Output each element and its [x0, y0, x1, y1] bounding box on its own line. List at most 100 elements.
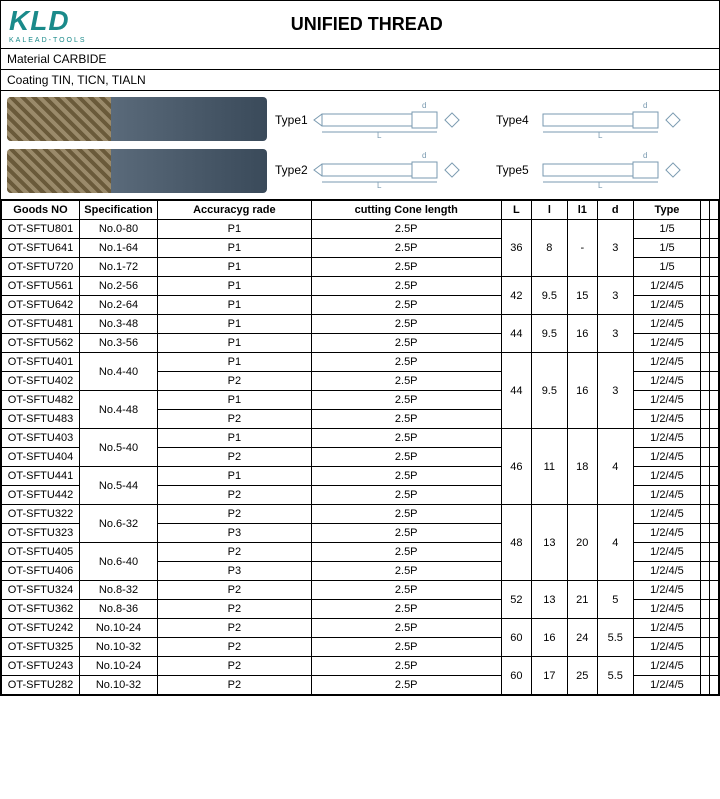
cell-cone: 2.5P — [311, 486, 501, 505]
cell-d: 5.5 — [597, 657, 633, 695]
cell-type: 1/2/4/5 — [633, 467, 701, 486]
cell-acc: P2 — [158, 543, 312, 562]
cell-cone: 2.5P — [311, 391, 501, 410]
cell-acc: P2 — [158, 486, 312, 505]
cell-L: 48 — [501, 505, 531, 581]
cell-goods: OT-SFTU404 — [2, 448, 80, 467]
cell-d: 3 — [597, 315, 633, 353]
cell-blank — [710, 391, 719, 410]
cell-blank — [701, 638, 710, 657]
cell-spec: No.0-80 — [80, 220, 158, 239]
cell-type: 1/2/4/5 — [633, 372, 701, 391]
cell-acc: P2 — [158, 505, 312, 524]
cell-blank — [701, 258, 710, 277]
cell-d: 3 — [597, 220, 633, 277]
material-row: Material CARBIDE — [1, 49, 719, 70]
cell-blank — [710, 220, 719, 239]
cell-acc: P1 — [158, 277, 312, 296]
cell-acc: P3 — [158, 562, 312, 581]
cell-goods: OT-SFTU403 — [2, 429, 80, 448]
cell-cone: 2.5P — [311, 334, 501, 353]
cell-goods: OT-SFTU481 — [2, 315, 80, 334]
cell-type: 1/2/4/5 — [633, 277, 701, 296]
cell-blank — [701, 334, 710, 353]
cell-acc: P2 — [158, 600, 312, 619]
cell-cone: 2.5P — [311, 505, 501, 524]
cell-L: 36 — [501, 220, 531, 277]
cell-blank — [710, 619, 719, 638]
type-diagram-icon: L d — [312, 150, 462, 190]
cell-l: 9.5 — [532, 277, 568, 315]
cell-spec: No.10-32 — [80, 676, 158, 695]
cell-type: 1/5 — [633, 258, 701, 277]
cell-cone: 2.5P — [311, 315, 501, 334]
cell-type: 1/2/4/5 — [633, 657, 701, 676]
cell-type: 1/2/4/5 — [633, 619, 701, 638]
cell-acc: P1 — [158, 239, 312, 258]
cell-goods: OT-SFTU720 — [2, 258, 80, 277]
cell-L: 60 — [501, 657, 531, 695]
cell-blank — [710, 239, 719, 258]
cell-spec: No.8-32 — [80, 581, 158, 600]
cell-l: 9.5 — [532, 353, 568, 429]
cell-l1: 20 — [567, 505, 597, 581]
cell-spec: No.10-32 — [80, 638, 158, 657]
cell-spec: No.6-40 — [80, 543, 158, 581]
cell-acc: P1 — [158, 334, 312, 353]
cell-spec: No.1-72 — [80, 258, 158, 277]
cell-l: 16 — [532, 619, 568, 657]
logo: KLD KALEAD-TOOLS — [1, 1, 95, 48]
cell-blank — [701, 600, 710, 619]
cell-spec: No.5-44 — [80, 467, 158, 505]
cell-goods: OT-SFTU243 — [2, 657, 80, 676]
cell-l1: 24 — [567, 619, 597, 657]
cell-blank — [710, 524, 719, 543]
cell-cone: 2.5P — [311, 657, 501, 676]
cell-type: 1/2/4/5 — [633, 676, 701, 695]
svg-text:d: d — [422, 151, 426, 160]
cell-type: 1/2/4/5 — [633, 296, 701, 315]
cell-l1: 21 — [567, 581, 597, 619]
type-diagram-icon: L d — [312, 100, 462, 140]
cell-blank — [701, 486, 710, 505]
svg-text:L: L — [598, 131, 603, 140]
cell-d: 3 — [597, 353, 633, 429]
cell-acc: P3 — [158, 524, 312, 543]
header-row: KLD KALEAD-TOOLS UNIFIED THREAD — [1, 1, 719, 49]
type-item-1: Type1 L d — [275, 97, 492, 143]
cell-acc: P2 — [158, 619, 312, 638]
cell-acc: P1 — [158, 353, 312, 372]
cell-goods: OT-SFTU442 — [2, 486, 80, 505]
cell-l: 9.5 — [532, 315, 568, 353]
cell-goods: OT-SFTU324 — [2, 581, 80, 600]
cell-type: 1/2/4/5 — [633, 543, 701, 562]
cell-acc: P2 — [158, 372, 312, 391]
cell-cone: 2.5P — [311, 220, 501, 239]
cell-blank — [710, 581, 719, 600]
cell-spec: No.3-56 — [80, 334, 158, 353]
cell-cone: 2.5P — [311, 429, 501, 448]
cell-acc: P1 — [158, 258, 312, 277]
cell-blank — [701, 353, 710, 372]
svg-text:L: L — [598, 181, 603, 190]
cell-cone: 2.5P — [311, 676, 501, 695]
cell-cone: 2.5P — [311, 410, 501, 429]
table-row: OT-SFTU243No.10-24P22.5P6017255.51/2/4/5 — [2, 657, 719, 676]
cell-acc: P1 — [158, 467, 312, 486]
col-type: Type — [633, 201, 701, 220]
cell-type: 1/2/4/5 — [633, 486, 701, 505]
cell-blank — [710, 277, 719, 296]
cell-goods: OT-SFTU562 — [2, 334, 80, 353]
cell-blank — [710, 315, 719, 334]
col-accuracy: Accuracyg rade — [158, 201, 312, 220]
table-row: OT-SFTU324No.8-32P22.5P52132151/2/4/5 — [2, 581, 719, 600]
svg-text:L: L — [377, 131, 382, 140]
cell-blank — [710, 505, 719, 524]
cell-type: 1/2/4/5 — [633, 353, 701, 372]
cell-L: 52 — [501, 581, 531, 619]
cell-type: 1/2/4/5 — [633, 638, 701, 657]
cell-d: 5.5 — [597, 619, 633, 657]
cell-L: 44 — [501, 353, 531, 429]
cell-acc: P2 — [158, 657, 312, 676]
cell-blank — [701, 505, 710, 524]
